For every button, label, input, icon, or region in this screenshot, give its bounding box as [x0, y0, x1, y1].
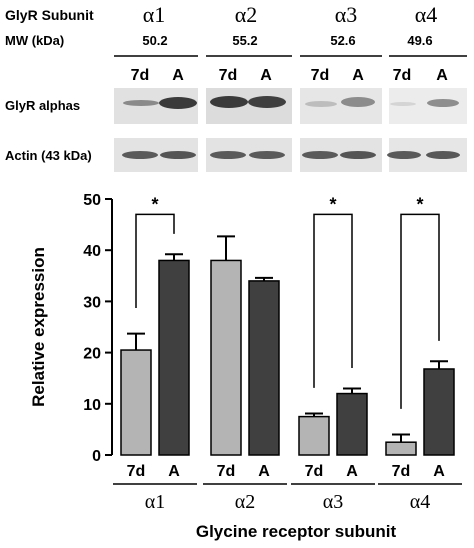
band-actin-a2-7d: [210, 151, 246, 159]
y-tick-label: 20: [83, 346, 101, 363]
bar: [248, 280, 280, 456]
lane-label-a3-A: A: [352, 67, 364, 84]
band-actin-a2-A: [249, 151, 285, 159]
lane-label-a4-A: A: [436, 67, 448, 84]
x-sublabel-7d: 7d: [305, 463, 324, 480]
mw-value-a3: 52.6: [330, 33, 355, 48]
bar: [210, 259, 242, 456]
y-tick-label: 10: [83, 397, 101, 414]
lane-label-a4-7d: 7d: [393, 67, 412, 84]
band-glyr-a2-A: [248, 96, 286, 108]
mw-label: MW (kDa): [5, 33, 64, 48]
subunit-header-a2: α2: [235, 2, 258, 27]
mw-value-a2: 55.2: [232, 33, 257, 48]
band-glyr-a3-7d: [305, 101, 337, 107]
mw-value-a4: 49.6: [407, 33, 432, 48]
bar: [158, 259, 190, 456]
y-tick-label: 40: [83, 243, 101, 260]
band-glyr-a2-7d: [210, 96, 248, 108]
band-actin-a1-7d: [122, 151, 158, 159]
significance-marker: *: [151, 194, 158, 214]
band-actin-a3-A: [340, 151, 376, 159]
bar: [120, 349, 152, 456]
band-actin-a4-A: [426, 151, 460, 159]
bar: [423, 368, 455, 456]
significance-bracket: [313, 213, 353, 388]
blot-strip-glyr-a4: [389, 88, 467, 124]
subunit-header-a1: α1: [143, 2, 166, 27]
mw-value-a1: 50.2: [142, 33, 167, 48]
blot-panel: GlyR Subunit MW (kDa) α1 α2 α3 α4 50.2 5…: [5, 2, 467, 172]
bar: [385, 441, 417, 456]
y-axis-title: Relative expression: [29, 247, 48, 407]
x-category-label: α2: [235, 491, 255, 513]
band-actin-a4-7d: [387, 151, 421, 159]
x-category-label: α1: [145, 491, 165, 513]
row-label-actin: Actin (43 kDa): [5, 148, 92, 163]
x-sublabel-A: A: [258, 463, 270, 480]
row-label-glyr: GlyR alphas: [5, 98, 80, 113]
y-tick-label: 0: [92, 448, 101, 465]
band-glyr-a4-7d: [390, 102, 416, 106]
significance-marker: *: [416, 194, 423, 214]
lane-label-a2-7d: 7d: [219, 67, 238, 84]
band-glyr-a1-7d: [123, 100, 159, 106]
x-sublabel-A: A: [346, 463, 358, 480]
band-glyr-a3-A: [341, 97, 375, 107]
significance-bracket: [135, 213, 175, 309]
x-category-label: α3: [323, 491, 343, 513]
x-axis-title: Glycine receptor subunit: [196, 522, 397, 541]
lane-label-a1-A: A: [172, 67, 184, 84]
x-sublabel-7d: 7d: [127, 463, 146, 480]
band-glyr-a4-A: [427, 99, 459, 107]
subunit-header-a3: α3: [335, 2, 358, 27]
lane-label-a3-7d: 7d: [311, 67, 330, 84]
bar: [336, 392, 368, 456]
significance-bracket: [400, 213, 440, 409]
x-sublabel-A: A: [168, 463, 180, 480]
subunit-header-a4: α4: [415, 2, 438, 27]
y-tick-label: 50: [83, 192, 101, 209]
x-sublabel-A: A: [433, 463, 445, 480]
band-actin-a3-7d: [302, 151, 338, 159]
x-sublabel-7d: 7d: [392, 463, 411, 480]
significance-marker: *: [329, 194, 336, 214]
lane-label-a2-A: A: [260, 67, 272, 84]
band-glyr-a1-A: [159, 97, 197, 109]
x-sublabel-7d: 7d: [217, 463, 236, 480]
bar: [298, 415, 330, 456]
band-actin-a1-A: [160, 151, 196, 159]
x-category-label: α4: [410, 491, 430, 513]
lane-label-a1-7d: 7d: [131, 67, 150, 84]
y-tick-label: 30: [83, 294, 101, 311]
bar-chart: 0 10 20 30 40 50 Relative expression * * * 7d Aα1 7d…: [29, 192, 462, 541]
blot-header-label: GlyR Subunit: [5, 7, 94, 23]
